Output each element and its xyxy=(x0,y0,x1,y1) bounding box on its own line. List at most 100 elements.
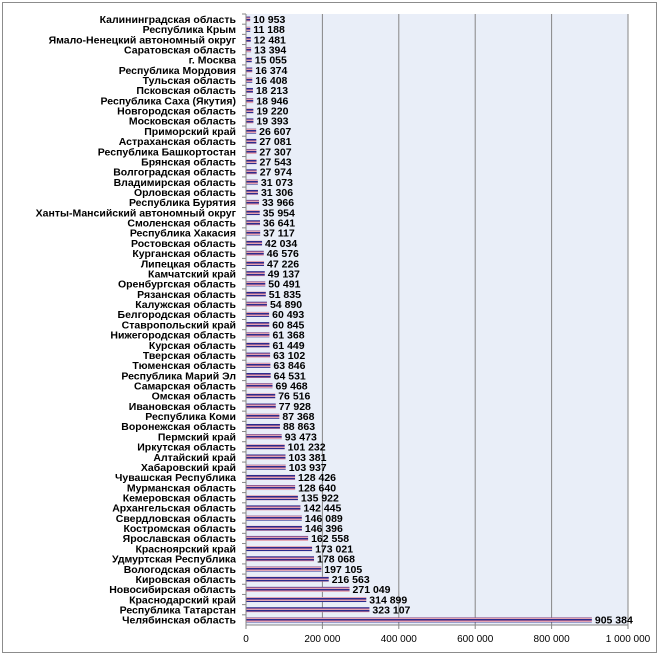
value-label: 26 607 xyxy=(259,126,291,138)
bar xyxy=(246,271,265,277)
bar xyxy=(246,413,280,419)
category-label: Алтайский край xyxy=(153,452,236,464)
bar xyxy=(246,434,282,440)
value-label: 54 890 xyxy=(270,299,302,311)
bar xyxy=(246,607,370,613)
value-label: 271 049 xyxy=(353,584,391,596)
bar xyxy=(246,57,252,63)
category-label: Республика Марий Эл xyxy=(121,370,236,382)
value-label: 61 449 xyxy=(272,340,304,352)
bar xyxy=(246,169,257,175)
value-label: 60 845 xyxy=(272,319,304,331)
x-tick-labels: 0 200 000 400 000 600 000 800 000 1 000 000 xyxy=(243,634,650,645)
bar xyxy=(246,159,257,165)
category-label: Вологодская область xyxy=(124,564,237,576)
category-label: Пермский край xyxy=(158,431,236,443)
category-label: Республика Саха (Якутия) xyxy=(101,95,236,107)
value-label: 323 107 xyxy=(372,605,410,617)
category-label: Астраханская область xyxy=(119,136,237,148)
value-label: 76 516 xyxy=(278,391,310,403)
value-label: 50 491 xyxy=(268,279,300,291)
bar xyxy=(246,586,350,592)
bar xyxy=(246,138,257,144)
value-label: 27 081 xyxy=(259,136,291,148)
category-label: Калужская область xyxy=(135,299,236,311)
category-label: Самарская область xyxy=(134,380,237,392)
value-label: 64 531 xyxy=(274,370,306,382)
category-label: Рязанская область xyxy=(137,289,236,301)
value-label: 18 946 xyxy=(256,95,288,107)
value-label: 60 493 xyxy=(272,309,304,321)
category-label: Чувашская Республика xyxy=(115,472,236,484)
bar xyxy=(246,393,276,399)
value-label: 49 137 xyxy=(268,268,300,280)
value-label: 103 381 xyxy=(288,452,326,464)
category-label: Воронежская область xyxy=(121,421,236,433)
bar xyxy=(246,47,252,53)
category-label: Республика Мордовия xyxy=(119,65,236,77)
value-label: 15 055 xyxy=(255,55,287,67)
value-label: 46 576 xyxy=(267,248,299,260)
bar xyxy=(246,352,271,358)
value-label: 103 937 xyxy=(289,462,327,474)
category-label: Ростовская область xyxy=(131,238,237,250)
x-tick-label: 0 xyxy=(243,634,249,645)
category-label: Кировская область xyxy=(136,574,237,586)
value-label: 31 073 xyxy=(261,177,293,189)
category-label: г. Москва xyxy=(189,55,237,67)
category-label: Белгородская область xyxy=(118,309,237,321)
category-label: Свердловская область xyxy=(116,513,237,525)
value-label: 35 954 xyxy=(263,207,295,219)
category-label: Новосибирская область xyxy=(109,584,236,596)
bars xyxy=(246,16,592,623)
value-label: 63 846 xyxy=(273,360,305,372)
category-label: Липецкая область xyxy=(141,258,237,270)
bar xyxy=(246,36,251,42)
bar xyxy=(246,98,254,104)
category-label: Хабаровский край xyxy=(141,462,236,474)
value-label: 88 863 xyxy=(283,421,315,433)
bar xyxy=(246,474,296,480)
value-label: 93 473 xyxy=(285,431,317,443)
value-label: 178 068 xyxy=(317,554,355,566)
bar xyxy=(246,128,257,134)
category-label: Псковская область xyxy=(136,85,236,97)
category-label: Орловская область xyxy=(134,187,237,199)
value-label: 162 558 xyxy=(311,533,349,545)
bar xyxy=(246,464,286,470)
category-label: Владимирская область xyxy=(114,177,237,189)
bar xyxy=(246,77,253,83)
value-label: 173 021 xyxy=(315,543,353,555)
category-label: Курганская область xyxy=(132,248,236,260)
bar xyxy=(246,576,329,582)
bar xyxy=(246,373,271,379)
bar xyxy=(246,556,315,562)
bar xyxy=(246,383,273,389)
category-label: Республика Бурятия xyxy=(129,197,236,209)
category-label: Костромская область xyxy=(123,523,236,535)
value-label: 16 408 xyxy=(255,75,287,87)
value-label: 51 835 xyxy=(269,289,301,301)
gridlines xyxy=(242,13,629,629)
value-label: 905 384 xyxy=(595,615,633,627)
bar xyxy=(246,322,270,328)
value-label: 146 089 xyxy=(305,513,343,525)
bar xyxy=(246,444,285,450)
bar xyxy=(246,291,266,297)
category-label: Республика Крым xyxy=(143,24,237,36)
category-label: Удмуртская Республика xyxy=(112,554,236,566)
value-label: 27 543 xyxy=(260,156,292,168)
category-label: Республика Башкортостан xyxy=(98,146,236,158)
bar xyxy=(246,118,254,124)
bar xyxy=(246,362,271,368)
category-label: Республика Хакасия xyxy=(130,228,236,240)
bar xyxy=(246,505,301,511)
category-label: Оренбургская область xyxy=(118,279,237,291)
bar xyxy=(246,87,253,93)
value-label: 33 966 xyxy=(262,197,294,209)
bar xyxy=(246,566,322,572)
bar xyxy=(246,597,367,603)
